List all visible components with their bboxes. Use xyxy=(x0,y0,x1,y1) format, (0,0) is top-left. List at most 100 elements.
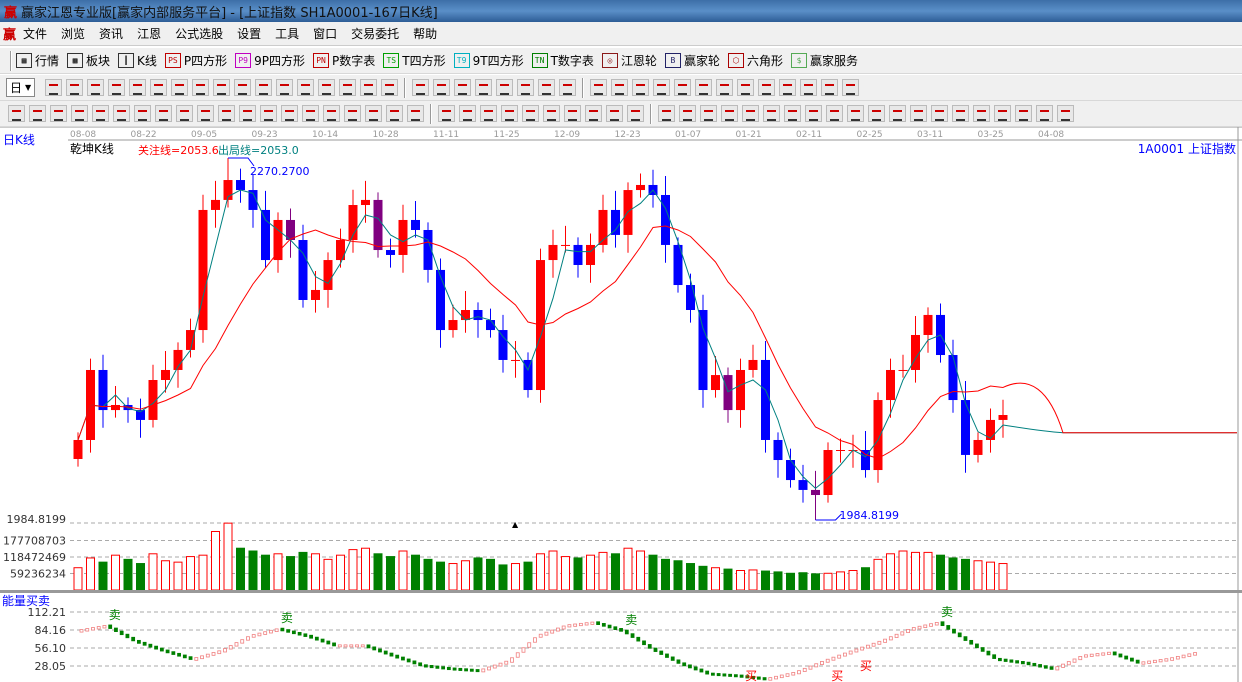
candle-body[interactable] xyxy=(173,349,183,370)
candle-body[interactable] xyxy=(998,415,1008,420)
candle-body[interactable] xyxy=(836,450,845,451)
drawing-tool-icon[interactable] xyxy=(29,105,46,122)
drawing-tool-icon[interactable] xyxy=(742,105,759,122)
toolbar-button[interactable]: PS P四方形 xyxy=(164,52,227,69)
candle-body[interactable] xyxy=(411,219,420,230)
candle-body[interactable] xyxy=(798,480,808,490)
drawing-tool-icon[interactable] xyxy=(910,105,927,122)
candle-body[interactable] xyxy=(523,359,533,391)
tool-icon[interactable] xyxy=(559,79,577,96)
drawing-tool-icon[interactable] xyxy=(501,105,518,122)
drawing-tool-icon[interactable] xyxy=(627,105,644,122)
candle-body[interactable] xyxy=(386,250,395,255)
candle-body[interactable] xyxy=(823,450,833,496)
drawing-tool-icon[interactable] xyxy=(480,105,497,122)
tool-icon[interactable] xyxy=(433,79,451,96)
menu-item[interactable]: 交易委托 xyxy=(351,27,400,41)
drawing-tool-icon[interactable] xyxy=(805,105,822,122)
toolbar-button[interactable]: ◎ 江恩轮 xyxy=(601,52,657,69)
drawing-tool-icon[interactable] xyxy=(438,105,455,122)
candle-body[interactable] xyxy=(673,244,683,286)
candle-body[interactable] xyxy=(748,359,758,370)
candle-body[interactable] xyxy=(773,439,783,461)
menu-item[interactable]: 工具 xyxy=(275,27,300,41)
candle-body[interactable] xyxy=(811,489,820,496)
drawing-tool-icon[interactable] xyxy=(50,105,67,122)
candle-body[interactable] xyxy=(348,205,358,241)
tool-icon[interactable] xyxy=(611,79,629,96)
drawing-tool-icon[interactable] xyxy=(763,105,780,122)
drawing-tool-icon[interactable] xyxy=(365,105,382,122)
tool-icon[interactable] xyxy=(412,79,430,96)
tool-icon[interactable] xyxy=(339,79,357,96)
candle-body[interactable] xyxy=(398,219,408,255)
menu-item[interactable]: 设置 xyxy=(237,27,262,41)
candle-body[interactable] xyxy=(323,260,333,290)
drawing-tool-icon[interactable] xyxy=(606,105,623,122)
candle-body[interactable] xyxy=(686,285,695,311)
tool-icon[interactable] xyxy=(381,79,399,96)
tool-icon[interactable] xyxy=(758,79,776,96)
tool-icon[interactable] xyxy=(192,79,210,96)
tool-icon[interactable] xyxy=(318,79,336,96)
tool-icon[interactable] xyxy=(171,79,189,96)
candle-body[interactable] xyxy=(636,184,645,191)
drawing-tool-icon[interactable] xyxy=(784,105,801,122)
drawing-tool-icon[interactable] xyxy=(134,105,151,122)
drawing-tool-icon[interactable] xyxy=(281,105,298,122)
toolbar-button[interactable]: ⬡ 六角形 xyxy=(727,52,783,69)
toolbar-button[interactable]: ┃ K线 xyxy=(118,52,157,69)
candle-body[interactable] xyxy=(236,180,245,191)
drawing-tool-icon[interactable] xyxy=(8,105,25,122)
menu-item[interactable]: 公式选股 xyxy=(175,27,224,41)
tool-icon[interactable] xyxy=(129,79,147,96)
drawing-tool-icon[interactable] xyxy=(952,105,969,122)
candle-body[interactable] xyxy=(161,369,170,381)
tool-icon[interactable] xyxy=(737,79,755,96)
tool-icon[interactable] xyxy=(45,79,63,96)
candle-body[interactable] xyxy=(736,369,745,411)
candle-body[interactable] xyxy=(461,310,470,321)
candle-body[interactable] xyxy=(286,219,295,241)
drawing-tool-icon[interactable] xyxy=(564,105,581,122)
candle-body[interactable] xyxy=(948,355,958,401)
tool-icon[interactable] xyxy=(297,79,315,96)
toolbar-button[interactable]: P9 9P四方形 xyxy=(235,52,305,69)
drawing-tool-icon[interactable] xyxy=(658,105,675,122)
drawing-tool-icon[interactable] xyxy=(721,105,738,122)
tool-icon[interactable] xyxy=(779,79,797,96)
menu-item[interactable]: 资讯 xyxy=(99,27,124,41)
candle-body[interactable] xyxy=(911,334,920,370)
drawing-tool-icon[interactable] xyxy=(155,105,172,122)
candle-body[interactable] xyxy=(861,450,870,471)
candle-body[interactable] xyxy=(761,359,770,440)
candle-body[interactable] xyxy=(698,310,708,391)
candle-body[interactable] xyxy=(148,380,158,420)
toolbar-button[interactable]: TS T四方形 xyxy=(383,52,446,69)
toolbar-button[interactable]: TN T数字表 xyxy=(531,52,594,69)
drawing-tool-icon[interactable] xyxy=(994,105,1011,122)
candle-body[interactable] xyxy=(198,209,208,331)
drawing-tool-icon[interactable] xyxy=(700,105,717,122)
candle-body[interactable] xyxy=(73,439,83,460)
candle-body[interactable] xyxy=(661,194,670,245)
candle-body[interactable] xyxy=(711,375,720,391)
toolbar-button[interactable]: B 赢家轮 xyxy=(664,52,720,69)
menu-item[interactable]: 浏览 xyxy=(61,27,86,41)
candle-body[interactable] xyxy=(561,244,570,246)
candle-body[interactable] xyxy=(586,244,595,265)
candle-body[interactable] xyxy=(511,359,520,361)
menu-item[interactable]: 江恩 xyxy=(137,27,162,41)
tool-icon[interactable] xyxy=(276,79,294,96)
candle-body[interactable] xyxy=(598,209,608,245)
tool-icon[interactable] xyxy=(590,79,608,96)
candle-body[interactable] xyxy=(211,199,220,210)
candle-body[interactable] xyxy=(961,400,970,455)
drawing-tool-icon[interactable] xyxy=(407,105,424,122)
tool-icon[interactable] xyxy=(653,79,671,96)
drawing-tool-icon[interactable] xyxy=(1036,105,1053,122)
candle-body[interactable] xyxy=(448,320,458,331)
candle-body[interactable] xyxy=(436,269,445,331)
drawing-tool-icon[interactable] xyxy=(847,105,864,122)
drawing-tool-icon[interactable] xyxy=(585,105,602,122)
